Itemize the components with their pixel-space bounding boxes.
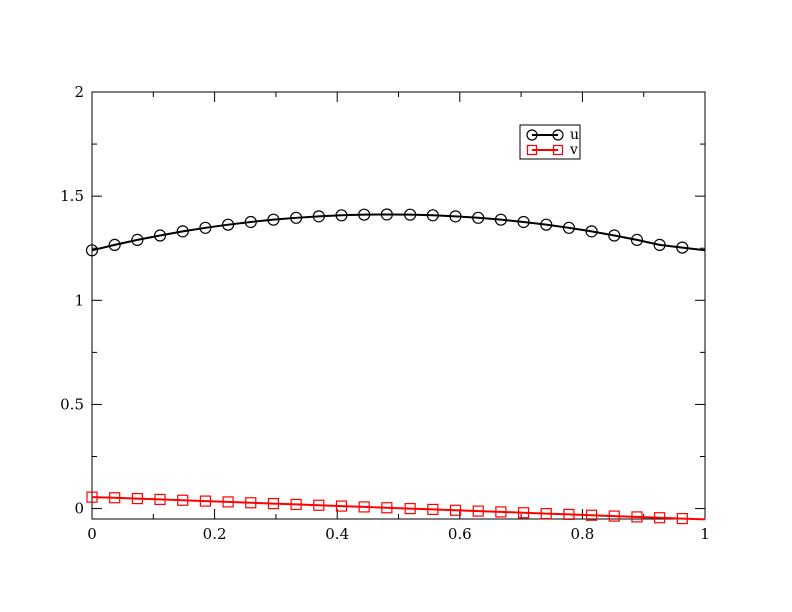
data-point-u — [449, 210, 462, 223]
data-point-u — [358, 208, 371, 221]
data-point-u — [585, 225, 598, 238]
data-point-v — [290, 498, 302, 511]
data-point-u — [494, 213, 507, 226]
data-point-v — [86, 491, 98, 503]
data-point-v — [381, 502, 393, 514]
data-point-u — [335, 209, 348, 222]
data-point-v — [404, 502, 416, 515]
data-point-u — [608, 229, 621, 242]
data-point-v — [608, 510, 620, 522]
data-point-v — [109, 492, 121, 504]
y-tick-label: 1.5 — [60, 187, 84, 205]
data-point-u — [630, 233, 644, 246]
legend-marker-u — [552, 129, 564, 141]
data-point-v — [245, 497, 257, 509]
data-point-u — [267, 213, 280, 226]
data-point-v — [427, 503, 439, 516]
data-point-v — [131, 492, 143, 505]
data-point-u — [108, 238, 121, 251]
data-point-u — [472, 211, 485, 224]
legend: uv — [519, 124, 581, 160]
data-point-u — [244, 215, 257, 229]
data-point-v — [676, 512, 688, 525]
legend-entries: uv — [526, 127, 579, 158]
x-tick-label: 0.2 — [203, 525, 227, 543]
data-point-v — [222, 496, 234, 508]
series-line-u — [91, 213, 706, 252]
series-line-v — [91, 496, 706, 521]
legend-label-v: v — [569, 142, 578, 158]
series-u — [85, 208, 706, 257]
plot-area-frame — [91, 91, 706, 520]
data-point-v — [335, 500, 348, 512]
data-point-u — [653, 238, 666, 251]
data-point-u — [221, 218, 235, 231]
data-point-u — [404, 208, 417, 221]
y-axis-tick-labels: 0 0.5 1 1.5 2 — [60, 83, 84, 518]
y-tick-label: 1 — [74, 291, 84, 309]
x-tick-label: 0.8 — [570, 525, 594, 543]
data-point-u — [426, 209, 439, 222]
data-point-v — [177, 494, 189, 506]
data-point-u — [562, 221, 576, 234]
data-point-u — [85, 244, 99, 257]
data-point-v — [495, 506, 507, 518]
legend-marker-v — [526, 144, 538, 156]
x-tick-label: 0.4 — [325, 525, 349, 543]
x-tick-label: 1 — [700, 525, 710, 543]
data-point-u — [676, 241, 689, 254]
legend-marker-v — [552, 144, 564, 156]
y-tick-label: 2 — [74, 83, 84, 101]
data-point-v — [199, 495, 212, 507]
data-point-v — [313, 499, 325, 511]
data-point-v — [654, 512, 666, 524]
data-point-v — [563, 508, 575, 521]
data-point-v — [154, 493, 166, 506]
data-point-v — [472, 505, 484, 517]
data-point-v — [449, 504, 462, 516]
x-axis-tick-labels: 0 0.2 0.4 0.6 0.8 1 — [87, 525, 710, 543]
legend-entry-v: v — [526, 142, 578, 158]
data-point-u — [153, 229, 167, 242]
data-point-v — [517, 507, 530, 519]
y-tick-label: 0.5 — [60, 395, 84, 413]
x-tick-label: 0.6 — [448, 525, 472, 543]
legend-marker-u — [526, 129, 538, 141]
data-point-u — [312, 210, 325, 223]
series-layer — [85, 208, 706, 525]
data-point-u — [540, 218, 553, 231]
data-point-u — [290, 211, 303, 224]
data-point-v — [358, 501, 370, 513]
axis-ticks — [91, 91, 706, 519]
legend-entry-u: u — [526, 127, 579, 143]
data-point-u — [517, 215, 530, 229]
data-point-v — [585, 509, 598, 521]
data-point-u — [199, 221, 212, 234]
data-point-u — [176, 225, 189, 238]
y-tick-label: 0 — [74, 500, 84, 518]
data-point-v — [631, 511, 643, 523]
data-point-v — [267, 497, 280, 510]
series-v — [86, 491, 706, 525]
data-point-u — [131, 233, 144, 246]
legend-label-u: u — [570, 127, 579, 143]
data-point-u — [380, 208, 393, 221]
x-tick-label: 0 — [87, 525, 97, 543]
data-point-v — [540, 507, 552, 520]
